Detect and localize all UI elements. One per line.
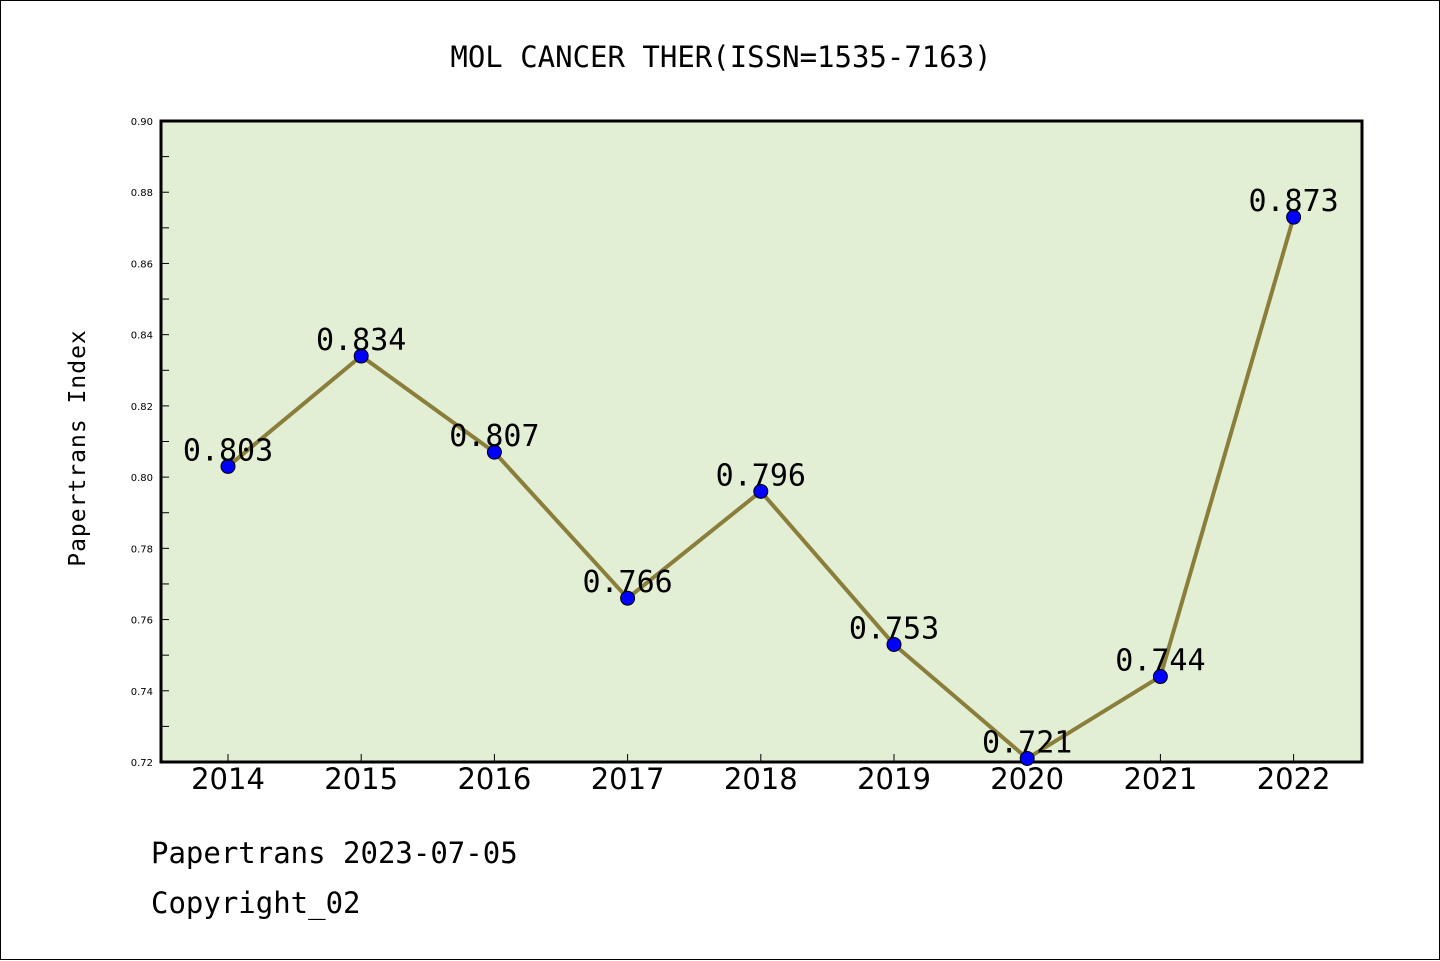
data-labels: 0.803 0.834 0.807 0.766 0.796 0.753 0.721 0.744… [183,184,1339,760]
y-tick-label: 0.82 [131,402,153,413]
data-label: 0.807 [449,419,539,454]
data-point-marker [1019,750,1035,766]
y-tick-label: 0.74 [131,687,153,698]
data-label: 0.721 [982,725,1072,760]
y-tick-label: 0.72 [131,758,153,769]
plot-area [159,119,1364,764]
y-tick-label: 0.88 [131,188,153,199]
data-label: 0.744 [1115,644,1205,679]
data-point-marker [753,483,769,499]
data-point-marker [620,590,636,606]
y-tick-label: 0.84 [131,331,153,342]
data-label: 0.753 [849,611,939,646]
x-tick-label: 2021 [1123,762,1197,796]
x-tick-label: 2015 [324,762,398,796]
y-tick-labels: 0.72 0.74 0.76 0.78 0.80 0.82 0.84 0.86 0.88 0.90 [131,117,153,769]
x-tick-label: 2016 [457,762,531,796]
footer-copyright: Copyright_02 [151,886,361,920]
data-point-marker [1152,669,1168,685]
data-point-marker [220,458,236,474]
y-tick-label: 0.86 [131,259,153,270]
y-tick-label: 0.78 [131,544,153,555]
y-axis-label: Papertrans Index [65,329,91,567]
x-tick-label: 2014 [191,762,265,796]
data-label: 0.803 [183,433,273,468]
x-tick-label: 2022 [1257,762,1331,796]
data-point-marker [353,348,369,364]
x-tick-label: 2019 [857,762,931,796]
data-label: 0.834 [316,323,406,358]
data-point-marker [1286,209,1302,225]
data-label: 0.796 [716,458,806,493]
data-label: 0.873 [1248,184,1338,219]
x-tick-labels: 2014 2015 2016 2017 2018 2019 2020 2021 2022 [191,762,1330,796]
data-label: 0.766 [582,565,672,600]
x-tick-label: 2020 [990,762,1064,796]
x-tick-label: 2017 [591,762,665,796]
data-point-marker [886,636,902,652]
x-tick-label: 2018 [724,762,798,796]
data-point-marker [486,444,502,460]
y-tick-label: 0.80 [131,473,153,484]
footer-date: Papertrans 2023-07-05 [151,836,518,870]
y-tick-label: 0.76 [131,616,153,627]
axis-ticks [161,120,1295,763]
chart-title: MOL CANCER THER(ISSN=1535-7163) [450,40,991,74]
y-tick-label: 0.90 [131,117,153,128]
data-markers [220,209,1302,766]
